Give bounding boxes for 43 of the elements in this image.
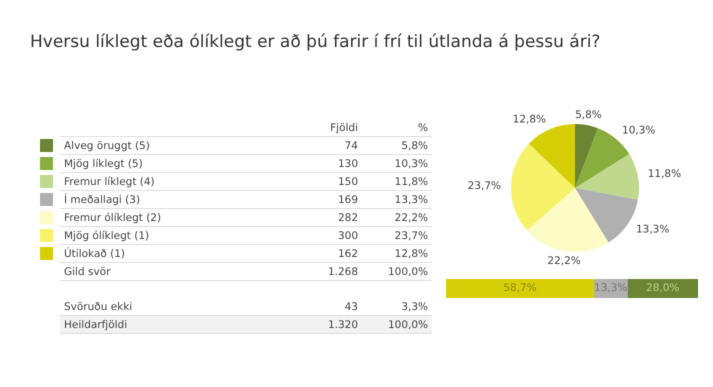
- legend-label: Alveg öruggt (5): [60, 136, 294, 154]
- text: 10,3%: [394, 158, 428, 170]
- text: 11,8%: [394, 176, 428, 188]
- text: 100,0%: [362, 316, 432, 334]
- legend-label: Fremur ólíklegt (2): [60, 208, 294, 226]
- data-label: 58,7%: [503, 282, 537, 294]
- chart-title: Hversu líklegt eða ólíklegt er að þú farir í frí til útlanda á þessu ári?: [30, 32, 600, 52]
- legend-label: Í meðallagi (3): [60, 190, 294, 208]
- text: 100,0%: [362, 262, 432, 280]
- text: 12,8%: [394, 248, 428, 260]
- text: 43: [294, 298, 362, 316]
- data-label: 22,2%: [547, 254, 581, 267]
- text: 150: [294, 172, 362, 190]
- text: 130: [294, 154, 362, 172]
- data-label: 10,3%: [622, 124, 656, 137]
- legend-label: Mjög ólíklegt (1): [60, 226, 294, 244]
- text: 5,8%: [401, 140, 428, 152]
- text: 282: [294, 208, 362, 226]
- text: Fjöldi: [294, 119, 362, 136]
- legend-label: Fremur líklegt (4): [60, 172, 294, 190]
- legend-label: Útilokað (1): [60, 244, 294, 262]
- text: 1.320: [294, 316, 362, 334]
- text: %: [362, 119, 432, 136]
- legend-label: Mjög líklegt (5): [60, 154, 294, 172]
- text: 74: [294, 136, 362, 154]
- data-label: 12,8%: [512, 114, 546, 126]
- data-label: 5,8%: [575, 108, 602, 121]
- text: 22,2%: [394, 212, 428, 224]
- data-label: 28,0%: [646, 282, 680, 294]
- data-label: 23,7%: [468, 180, 502, 192]
- text: 169: [294, 190, 362, 208]
- text: 3,3%: [362, 298, 432, 316]
- text: Heildarfjöldi: [60, 316, 294, 334]
- data-label: 13,3%: [636, 224, 670, 236]
- text: 162: [294, 244, 362, 262]
- data-label: 11,8%: [648, 168, 682, 180]
- text: 13,3%: [394, 194, 428, 206]
- text: 300: [294, 226, 362, 244]
- text: 1.268: [294, 262, 362, 280]
- text: 23,7%: [394, 230, 428, 242]
- data-label: 13,3%: [594, 282, 628, 294]
- text: Gild svör: [60, 262, 294, 280]
- text: Svöruðu ekki: [60, 298, 294, 316]
